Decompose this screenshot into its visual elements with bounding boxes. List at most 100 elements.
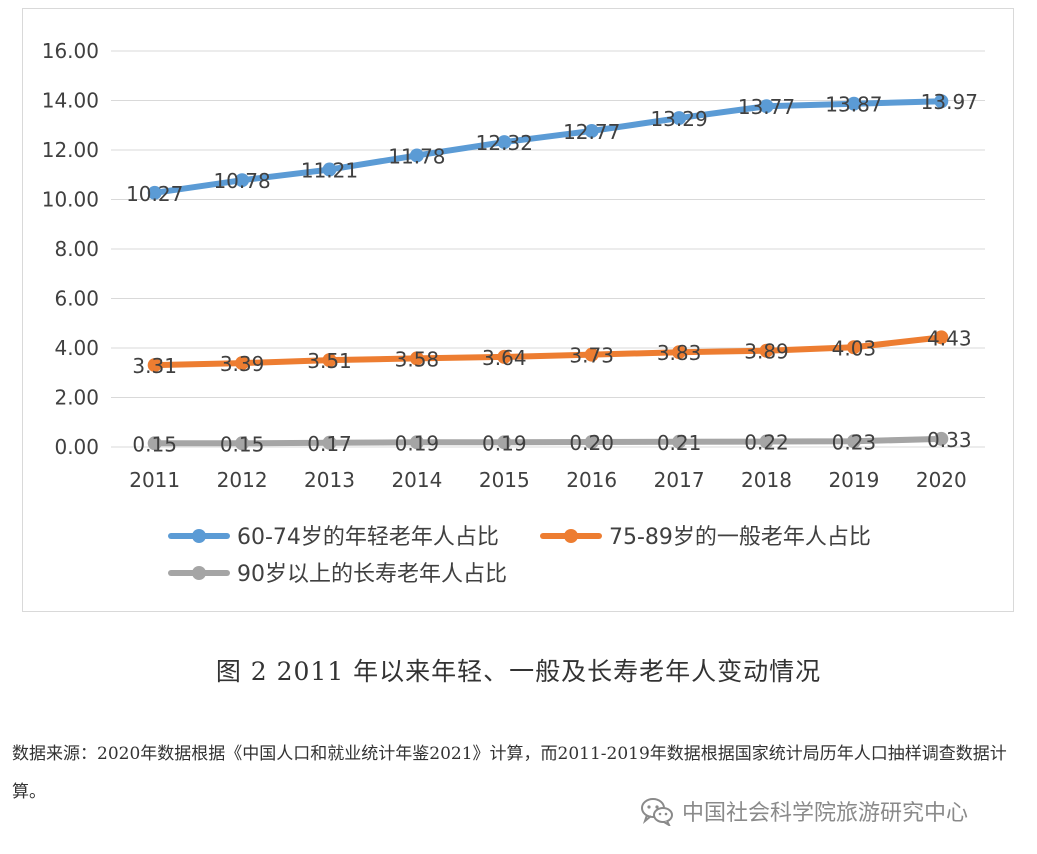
watermark-text: 中国社会科学院旅游研究中心 xyxy=(682,801,969,826)
x-tick-label: 2011 xyxy=(129,468,180,492)
y-tick-label: 4.00 xyxy=(54,336,99,360)
data-label: 13.87 xyxy=(825,93,882,117)
legend: 60-74岁的年轻老年人占比 75-89岁的一般老年人占比 90岁以上的长寿老年人占… xyxy=(168,525,871,587)
data-label-layer: 10.27 10.78 11.21 11.78 12.32 12.77 13.29 13.77… xyxy=(126,90,978,456)
data-point xyxy=(409,351,424,366)
x-tick-label: 2016 xyxy=(566,468,617,492)
y-tick-label: 10.00 xyxy=(42,188,99,212)
data-point xyxy=(409,148,424,163)
figure-caption: 图 2 2011 年以来年轻、一般及长寿老年人变动情况 xyxy=(215,657,822,686)
data-point xyxy=(672,345,687,360)
data-label: 0.33 xyxy=(927,428,972,452)
data-label: 0.15 xyxy=(132,432,177,456)
series-line xyxy=(151,98,945,196)
data-point xyxy=(584,435,599,450)
x-tick-label: 2020 xyxy=(916,468,967,492)
data-point xyxy=(497,135,512,150)
grid-layer xyxy=(111,50,985,448)
data-point xyxy=(846,434,861,449)
data-point xyxy=(147,185,162,200)
data-point xyxy=(497,435,512,450)
legend-label: 75-89岁的一般老年人占比 xyxy=(609,525,871,550)
data-point xyxy=(934,330,949,345)
legend-marker xyxy=(192,529,206,543)
data-label: 12.32 xyxy=(476,131,533,155)
data-label: 0.23 xyxy=(832,430,877,454)
y-tick-label: 14.00 xyxy=(42,89,99,113)
data-label: 0.15 xyxy=(220,432,265,456)
data-label: 0.20 xyxy=(569,431,614,455)
data-point xyxy=(147,436,162,451)
data-label: 3.64 xyxy=(482,346,527,370)
x-tick-label: 2014 xyxy=(391,468,442,492)
data-label: 10.27 xyxy=(126,182,183,206)
series-line xyxy=(151,334,945,369)
data-label: 3.51 xyxy=(307,349,352,373)
data-point xyxy=(147,358,162,373)
data-label: 3.58 xyxy=(395,347,440,371)
axis-layer: 0.00 2.00 4.00 6.00 8.00 10.00 12.00 14.00 16.00… xyxy=(42,39,967,492)
data-point xyxy=(934,431,949,446)
data-label: 0.22 xyxy=(744,431,789,455)
source-note: 数据来源：2020年数据根据《中国人口和就业统计年鉴2021》计算，而2011-… xyxy=(12,744,1007,802)
watermark: 中国社会科学院旅游研究中心 xyxy=(640,794,968,828)
data-point xyxy=(409,435,424,450)
y-tick-label: 0.00 xyxy=(54,435,99,459)
x-tick-label: 2017 xyxy=(654,468,705,492)
data-point xyxy=(759,434,774,449)
x-tick-label: 2013 xyxy=(304,468,355,492)
data-point xyxy=(322,162,337,177)
data-point xyxy=(235,356,250,371)
data-label: 3.83 xyxy=(657,341,702,365)
x-tick-label: 2012 xyxy=(217,468,268,492)
y-tick-label: 8.00 xyxy=(54,237,99,261)
data-point xyxy=(322,435,337,450)
data-point xyxy=(934,94,949,109)
data-label: 12.77 xyxy=(563,120,620,144)
chart-frame: 0.00 2.00 4.00 6.00 8.00 10.00 12.00 14.00 16.00… xyxy=(22,8,1014,612)
data-point xyxy=(672,434,687,449)
data-point xyxy=(672,111,687,126)
data-point xyxy=(235,436,250,451)
data-label: 0.19 xyxy=(482,431,527,455)
data-label: 11.21 xyxy=(301,159,358,183)
data-point xyxy=(497,349,512,364)
data-point xyxy=(759,99,774,114)
data-label: 4.43 xyxy=(927,326,972,350)
y-tick-label: 2.00 xyxy=(54,386,99,410)
data-label: 0.21 xyxy=(657,431,702,455)
legend-label: 90岁以上的长寿老年人占比 xyxy=(237,562,507,587)
legend-label: 60-74岁的年轻老年人占比 xyxy=(237,525,499,550)
series-layer xyxy=(147,94,949,451)
series-line xyxy=(151,435,945,447)
x-tick-label: 2015 xyxy=(479,468,530,492)
data-point xyxy=(584,347,599,362)
data-label: 13.29 xyxy=(650,107,707,131)
data-label: 3.89 xyxy=(744,340,789,364)
data-label: 3.39 xyxy=(220,352,265,376)
x-tick-label: 2018 xyxy=(741,468,792,492)
data-label: 13.77 xyxy=(738,95,795,119)
line-chart: 0.00 2.00 4.00 6.00 8.00 10.00 12.00 14.00 16.00… xyxy=(42,39,985,587)
y-tick-label: 6.00 xyxy=(54,287,99,311)
data-point xyxy=(584,123,599,138)
data-point xyxy=(846,96,861,111)
y-tick-label: 16.00 xyxy=(42,39,99,63)
x-tick-label: 2019 xyxy=(828,468,879,492)
wechat-icon xyxy=(641,798,673,826)
y-tick-label: 12.00 xyxy=(42,138,99,162)
data-label: 13.97 xyxy=(921,90,978,114)
data-label: 3.73 xyxy=(569,344,614,368)
data-label: 11.78 xyxy=(388,144,445,168)
legend-marker xyxy=(192,566,206,580)
data-label: 0.19 xyxy=(395,431,440,455)
data-point xyxy=(759,343,774,358)
data-label: 0.17 xyxy=(307,432,352,456)
data-label: 10.78 xyxy=(213,169,270,193)
data-point xyxy=(846,340,861,355)
data-point xyxy=(322,353,337,368)
data-label: 4.03 xyxy=(832,336,877,360)
data-label: 3.31 xyxy=(132,354,177,378)
legend-marker xyxy=(564,529,578,543)
data-point xyxy=(235,173,250,188)
